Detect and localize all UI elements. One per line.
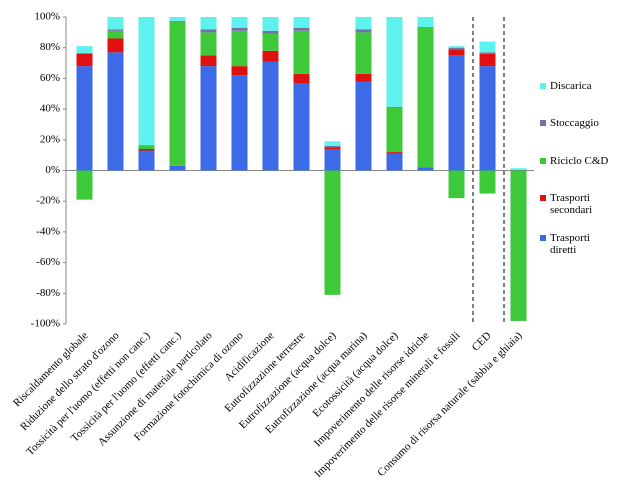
bar-segment: [448, 170, 465, 199]
bar-segment: [479, 170, 496, 194]
bar-segment: [138, 145, 155, 146]
bar-segment: [107, 38, 124, 53]
legend-label: Discarica: [550, 80, 592, 92]
bar-segment: [510, 169, 527, 171]
legend-swatch: [540, 235, 546, 241]
bar-segment: [200, 55, 217, 67]
x-tick-label: Consumo di risorsa naturale (sabbia e gh…: [375, 329, 525, 479]
bar-segment: [324, 149, 341, 171]
legend-label: Riciclo C&D: [550, 155, 609, 167]
bar-segment: [510, 168, 527, 170]
x-tick-label: Assunzione di materiale particolato: [96, 329, 215, 448]
bar-segment: [324, 145, 341, 148]
bar-segment: [355, 81, 372, 171]
bar-segment: [107, 30, 124, 39]
bar-segment: [293, 83, 310, 171]
bar-segment: [107, 52, 124, 171]
bar-segment: [479, 66, 496, 171]
bar-segment: [479, 41, 496, 53]
bar-segment: [262, 30, 279, 34]
bar-segment: [417, 27, 434, 168]
y-tick-label: -80%: [36, 287, 60, 299]
bar-segment: [76, 53, 93, 54]
x-tick-label: CED: [470, 330, 494, 354]
bar-segment: [169, 17, 186, 21]
bar-segment: [355, 32, 372, 74]
legend-label: Trasporti diretti: [550, 232, 590, 256]
legend-swatch: [540, 83, 546, 89]
bar-segment: [138, 150, 155, 171]
y-tick-label: -60%: [36, 256, 60, 268]
y-tick-label: -20%: [36, 195, 60, 207]
y-tick-label: 40%: [40, 103, 60, 115]
bar-segment: [231, 27, 248, 31]
legend-swatch: [540, 158, 546, 164]
y-tick-label: 100%: [34, 11, 60, 23]
bar-segment: [200, 17, 217, 30]
bar-segment: [262, 33, 279, 51]
bar-segment: [417, 17, 434, 27]
bar-segment: [355, 17, 372, 30]
bar-segment: [324, 141, 341, 146]
bar-segment: [169, 21, 186, 166]
bar-segment: [262, 17, 279, 31]
bar-segment: [200, 29, 217, 33]
bar-segment: [76, 170, 93, 200]
bar-segment: [417, 26, 434, 28]
x-tick-label: Tossicità per l'uomo (effetti non canc.): [24, 329, 153, 458]
bar-segment: [448, 49, 465, 56]
bar-segment: [355, 73, 372, 82]
bar-segment: [169, 20, 186, 22]
bar-segment: [448, 47, 465, 50]
bar-segment: [386, 152, 403, 154]
bar-segment: [324, 147, 341, 150]
bar-segment: [138, 17, 155, 146]
bar-segment: [386, 106, 403, 108]
legend-swatch: [540, 120, 546, 126]
bar-segment: [76, 53, 93, 67]
bar-segment: [138, 149, 155, 151]
bar-segment: [107, 17, 124, 30]
bar-segment: [231, 17, 248, 28]
bar-segment: [479, 53, 496, 67]
bar-segment: [231, 30, 248, 67]
bar-segment: [355, 29, 372, 33]
bar-segment: [200, 32, 217, 56]
bar-segment: [169, 165, 186, 171]
bar-segment: [479, 52, 496, 54]
bar-segment: [262, 50, 279, 62]
bar-segment: [417, 167, 434, 171]
legend-label: Trasporti secondari: [550, 192, 593, 216]
bar-segment: [76, 46, 93, 54]
y-tick-label: -40%: [36, 225, 60, 237]
legend-label: Stoccaggio: [550, 117, 599, 129]
bar-segment: [293, 27, 310, 31]
bar-segment: [386, 107, 403, 153]
bar-segment: [448, 55, 465, 171]
y-tick-label: 60%: [40, 72, 60, 84]
bar-segment: [293, 30, 310, 74]
y-tick-label: 80%: [40, 41, 60, 53]
bar-segment: [107, 29, 124, 31]
y-tick-label: 20%: [40, 133, 60, 145]
bar-segment: [448, 46, 465, 48]
bar-segment: [510, 170, 527, 321]
bar-segment: [324, 170, 341, 295]
bar-segment: [293, 73, 310, 84]
bar-segment: [231, 75, 248, 171]
legend-swatch: [540, 195, 546, 201]
bar-segment: [386, 17, 403, 107]
y-tick-label: 0%: [45, 164, 60, 176]
bar-segment: [231, 66, 248, 76]
bar-segment: [200, 66, 217, 171]
bar-segment: [293, 17, 310, 28]
bar-segment: [386, 153, 403, 171]
bar-segment: [262, 61, 279, 171]
bar-segment: [76, 66, 93, 171]
y-tick-label: -100%: [31, 318, 60, 330]
bar-segment: [138, 145, 155, 150]
